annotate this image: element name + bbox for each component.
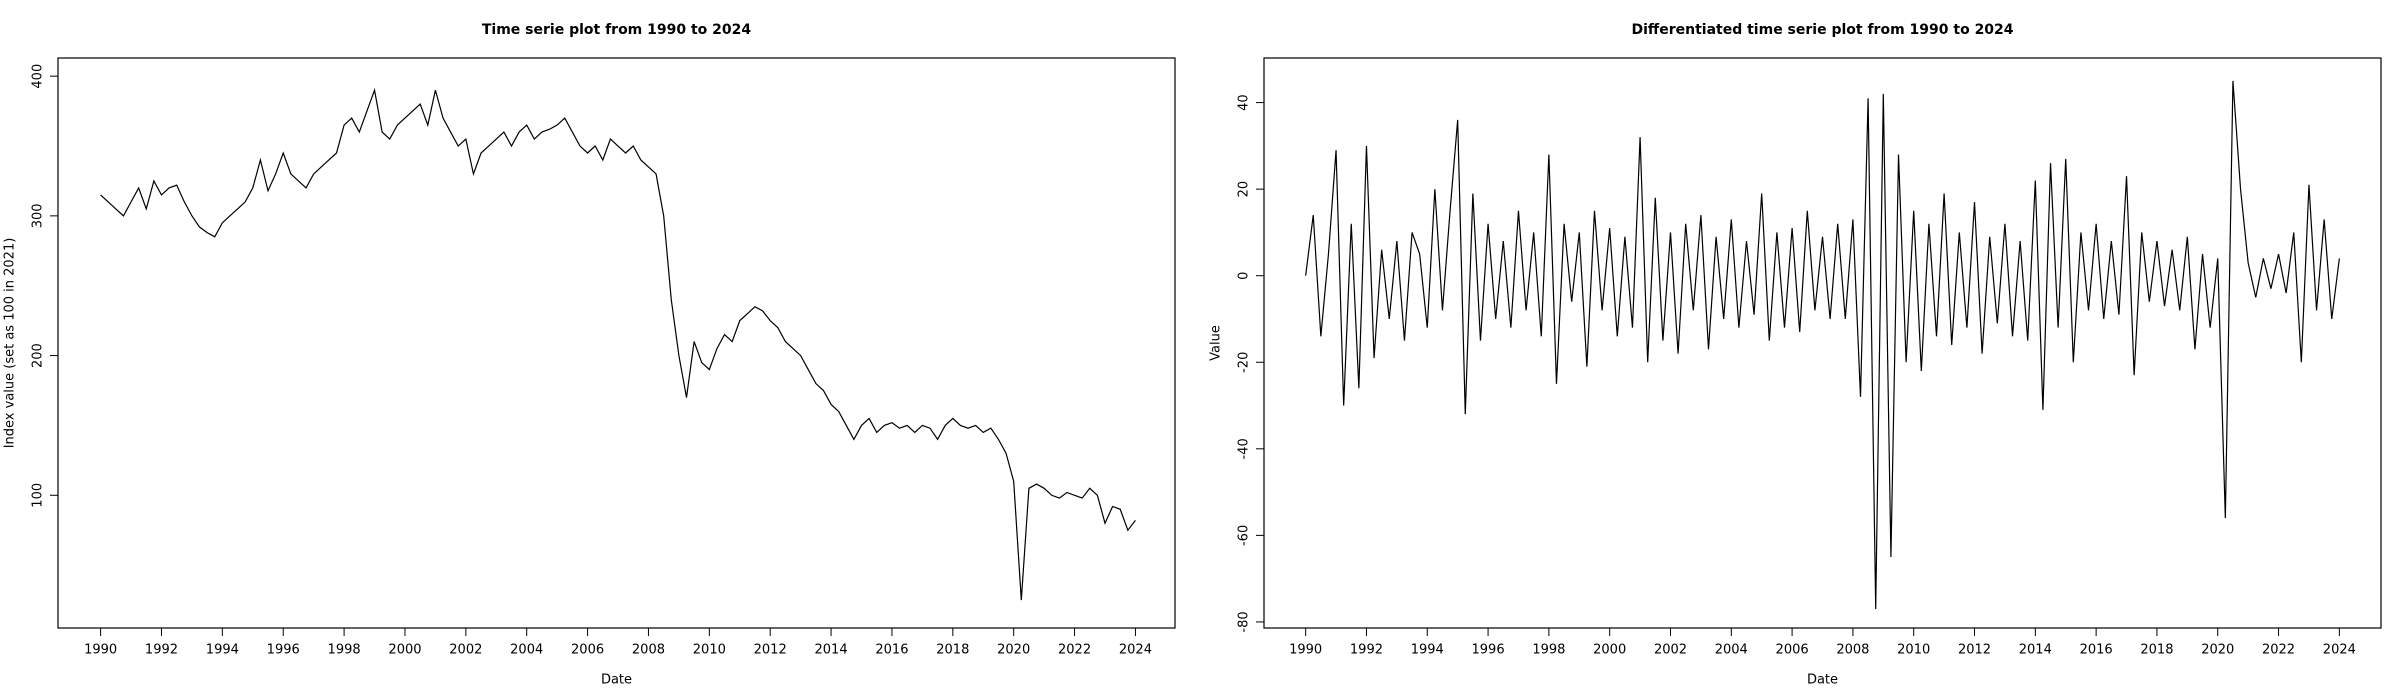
x-tick-label: 1994 xyxy=(206,643,239,658)
chart-title: Differentiated time serie plot from 1990… xyxy=(1631,22,2013,38)
x-axis-label: Date xyxy=(1807,673,1838,688)
x-tick-label: 2000 xyxy=(1593,643,1626,658)
x-tick-label: 2000 xyxy=(388,643,421,658)
x-tick-label: 2022 xyxy=(2262,643,2295,658)
x-tick-label: 2016 xyxy=(875,643,908,658)
x-tick-label: 1990 xyxy=(84,643,117,658)
x-tick-label: 2008 xyxy=(632,643,665,658)
x-tick-label: 2022 xyxy=(1058,643,1091,658)
data-line xyxy=(100,87,1136,601)
y-tick-label: 40 xyxy=(1237,94,1252,111)
x-axis-label: Date xyxy=(601,673,632,688)
x-tick-label: 2016 xyxy=(2080,643,2113,658)
y-tick-label: -20 xyxy=(1237,352,1252,373)
x-tick-label: 1990 xyxy=(1289,643,1322,658)
x-tick-label: 2014 xyxy=(2019,643,2052,658)
x-tick-label: 1992 xyxy=(1350,643,1383,658)
x-tick-label: 2020 xyxy=(997,643,1030,658)
plot-frame xyxy=(1263,57,2382,629)
y-tick-label: 300 xyxy=(31,203,46,228)
x-tick-label: 2010 xyxy=(693,643,726,658)
y-tick-label: 20 xyxy=(1237,181,1252,198)
x-tick-label: 2006 xyxy=(1776,643,1809,658)
plot: 1990 1992 1994 1996 1998 2000 2002 2004 2006 2008… xyxy=(3,22,1176,688)
y-tick-label: -80 xyxy=(1237,611,1252,632)
x-tick-label: 2018 xyxy=(2140,643,2173,658)
x-tick-label: 2004 xyxy=(1715,643,1748,658)
x-tick-label: 2018 xyxy=(936,643,969,658)
x-tick-label: 1996 xyxy=(267,643,300,658)
x-tick-label: 2010 xyxy=(1897,643,1930,658)
x-tick-label: 2002 xyxy=(1654,643,1687,658)
x-tick-label: 2008 xyxy=(1836,643,1869,658)
x-tick-label: 1992 xyxy=(145,643,178,658)
x-tick-label: 2006 xyxy=(571,643,604,658)
x-tick-label: 1994 xyxy=(1411,643,1444,658)
y-tick-label: 400 xyxy=(31,64,46,89)
x-tick-label: 1998 xyxy=(328,643,361,658)
x-tick-label: 2020 xyxy=(2201,643,2234,658)
y-tick-label: -40 xyxy=(1237,438,1252,459)
plot: 1990 1992 1994 1996 1998 2000 2002 2004 2006 2008… xyxy=(1209,22,2382,688)
y-axis-label: Value xyxy=(1209,325,1224,361)
x-tick-label: 2024 xyxy=(2323,643,2356,658)
y-tick-label: 100 xyxy=(31,483,46,508)
x-tick-label: 2004 xyxy=(510,643,543,658)
chart-title: Time serie plot from 1990 to 2024 xyxy=(482,22,752,38)
x-tick-label: 1996 xyxy=(1472,643,1505,658)
x-tick-label: 2012 xyxy=(1958,643,1991,658)
x-tick-label: 1998 xyxy=(1532,643,1565,658)
y-tick-label: 0 xyxy=(1237,272,1252,280)
plot-frame xyxy=(57,57,1176,629)
x-tick-label: 2012 xyxy=(754,643,787,658)
x-tick-label: 2024 xyxy=(1119,643,1152,658)
y-tick-label: 200 xyxy=(31,343,46,368)
data-line xyxy=(1305,80,2340,609)
y-axis-label: Index value (set as 100 in 2021) xyxy=(3,238,18,449)
x-tick-label: 2014 xyxy=(815,643,848,658)
x-tick-label: 2002 xyxy=(449,643,482,658)
y-tick-label: -60 xyxy=(1237,525,1252,546)
